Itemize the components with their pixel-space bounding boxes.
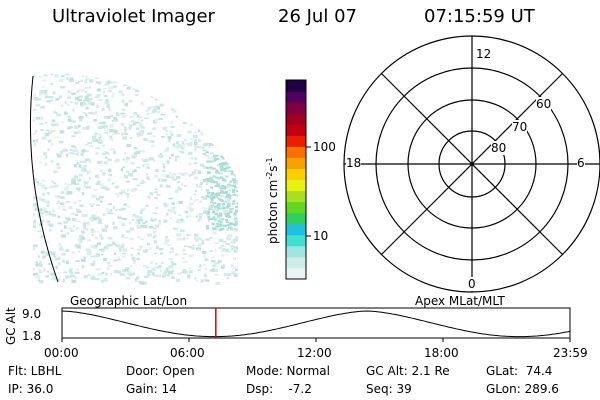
earth-limb-arc [29,75,59,283]
timeline-tick-0600: 06:00 [170,346,205,360]
mlat-label-80: 80 [491,141,507,155]
colorbar-segment [286,168,306,180]
colorbar-segment [286,146,306,158]
mlt-label-18: 18 [346,156,362,170]
info-ip: IP: 36.0 [8,382,54,396]
mlat-label-60: 60 [536,97,552,111]
colorbar-segment [286,102,306,114]
colorbar-segment [286,245,306,258]
colorbar-tick-100: 100 [313,140,336,154]
observation-time: 07:15:59 UT [424,6,535,27]
info-seq: Seq: 39 [366,382,412,396]
colorbar-segment [286,201,306,214]
colorbar-segment [286,234,306,247]
info-mode: Mode: Normal [246,364,330,378]
observation-date: 26 Jul 07 [278,6,357,27]
info-filter: Flt: LBHL [8,364,62,378]
timeline-left-label: Geographic Lat/Lon [70,294,188,308]
colorbar-segment [286,113,306,125]
colorbar-segment [286,223,306,236]
timeline-tick-2359: 23:59 [553,346,588,360]
info-glon: GLon: 289.6 [486,382,559,396]
mlt-label-12: 12 [476,47,492,61]
instrument-title: Ultraviolet Imager [52,6,215,27]
orbit-altitude-curve [61,310,571,338]
colorbar-segment [286,267,306,280]
colorbar-segment [286,157,306,169]
timeline-tick-1200: 12:00 [297,346,332,360]
colorbar-segment [286,179,306,192]
info-dsp: Dsp: -7.2 [246,382,312,396]
timeline-ymin-label: 1.8 [22,329,42,343]
colorbar-tick-10: 10 [313,229,329,243]
info-glat: GLat: 74.4 [486,364,553,378]
info-gc-alt: GC Alt: 2.1 Re [366,364,450,378]
colorbar-segment [286,80,306,92]
timeline-right-label: Apex MLat/MLT [415,294,505,308]
colorbar-segment [286,190,306,203]
info-door: Door: Open [126,364,195,378]
mlat-label-70: 70 [512,120,528,134]
mlt-label-6: 6 [577,156,585,170]
aurora-emission-texture [33,73,238,286]
colorbar-segment [286,124,306,136]
info-gain: Gain: 14 [126,382,177,396]
timeline-tick-1800: 18:00 [424,346,459,360]
colorbar-segment [286,256,306,269]
colorbar-segment [286,135,306,147]
polar-diag-2 [381,73,563,255]
colorbar-segment [286,212,306,225]
colorbar-segment [286,91,306,103]
timeline-tick-0000: 00:00 [44,346,79,360]
timeline-ymax-label: 9.0 [22,307,42,321]
mlt-label-0: 0 [468,277,476,291]
